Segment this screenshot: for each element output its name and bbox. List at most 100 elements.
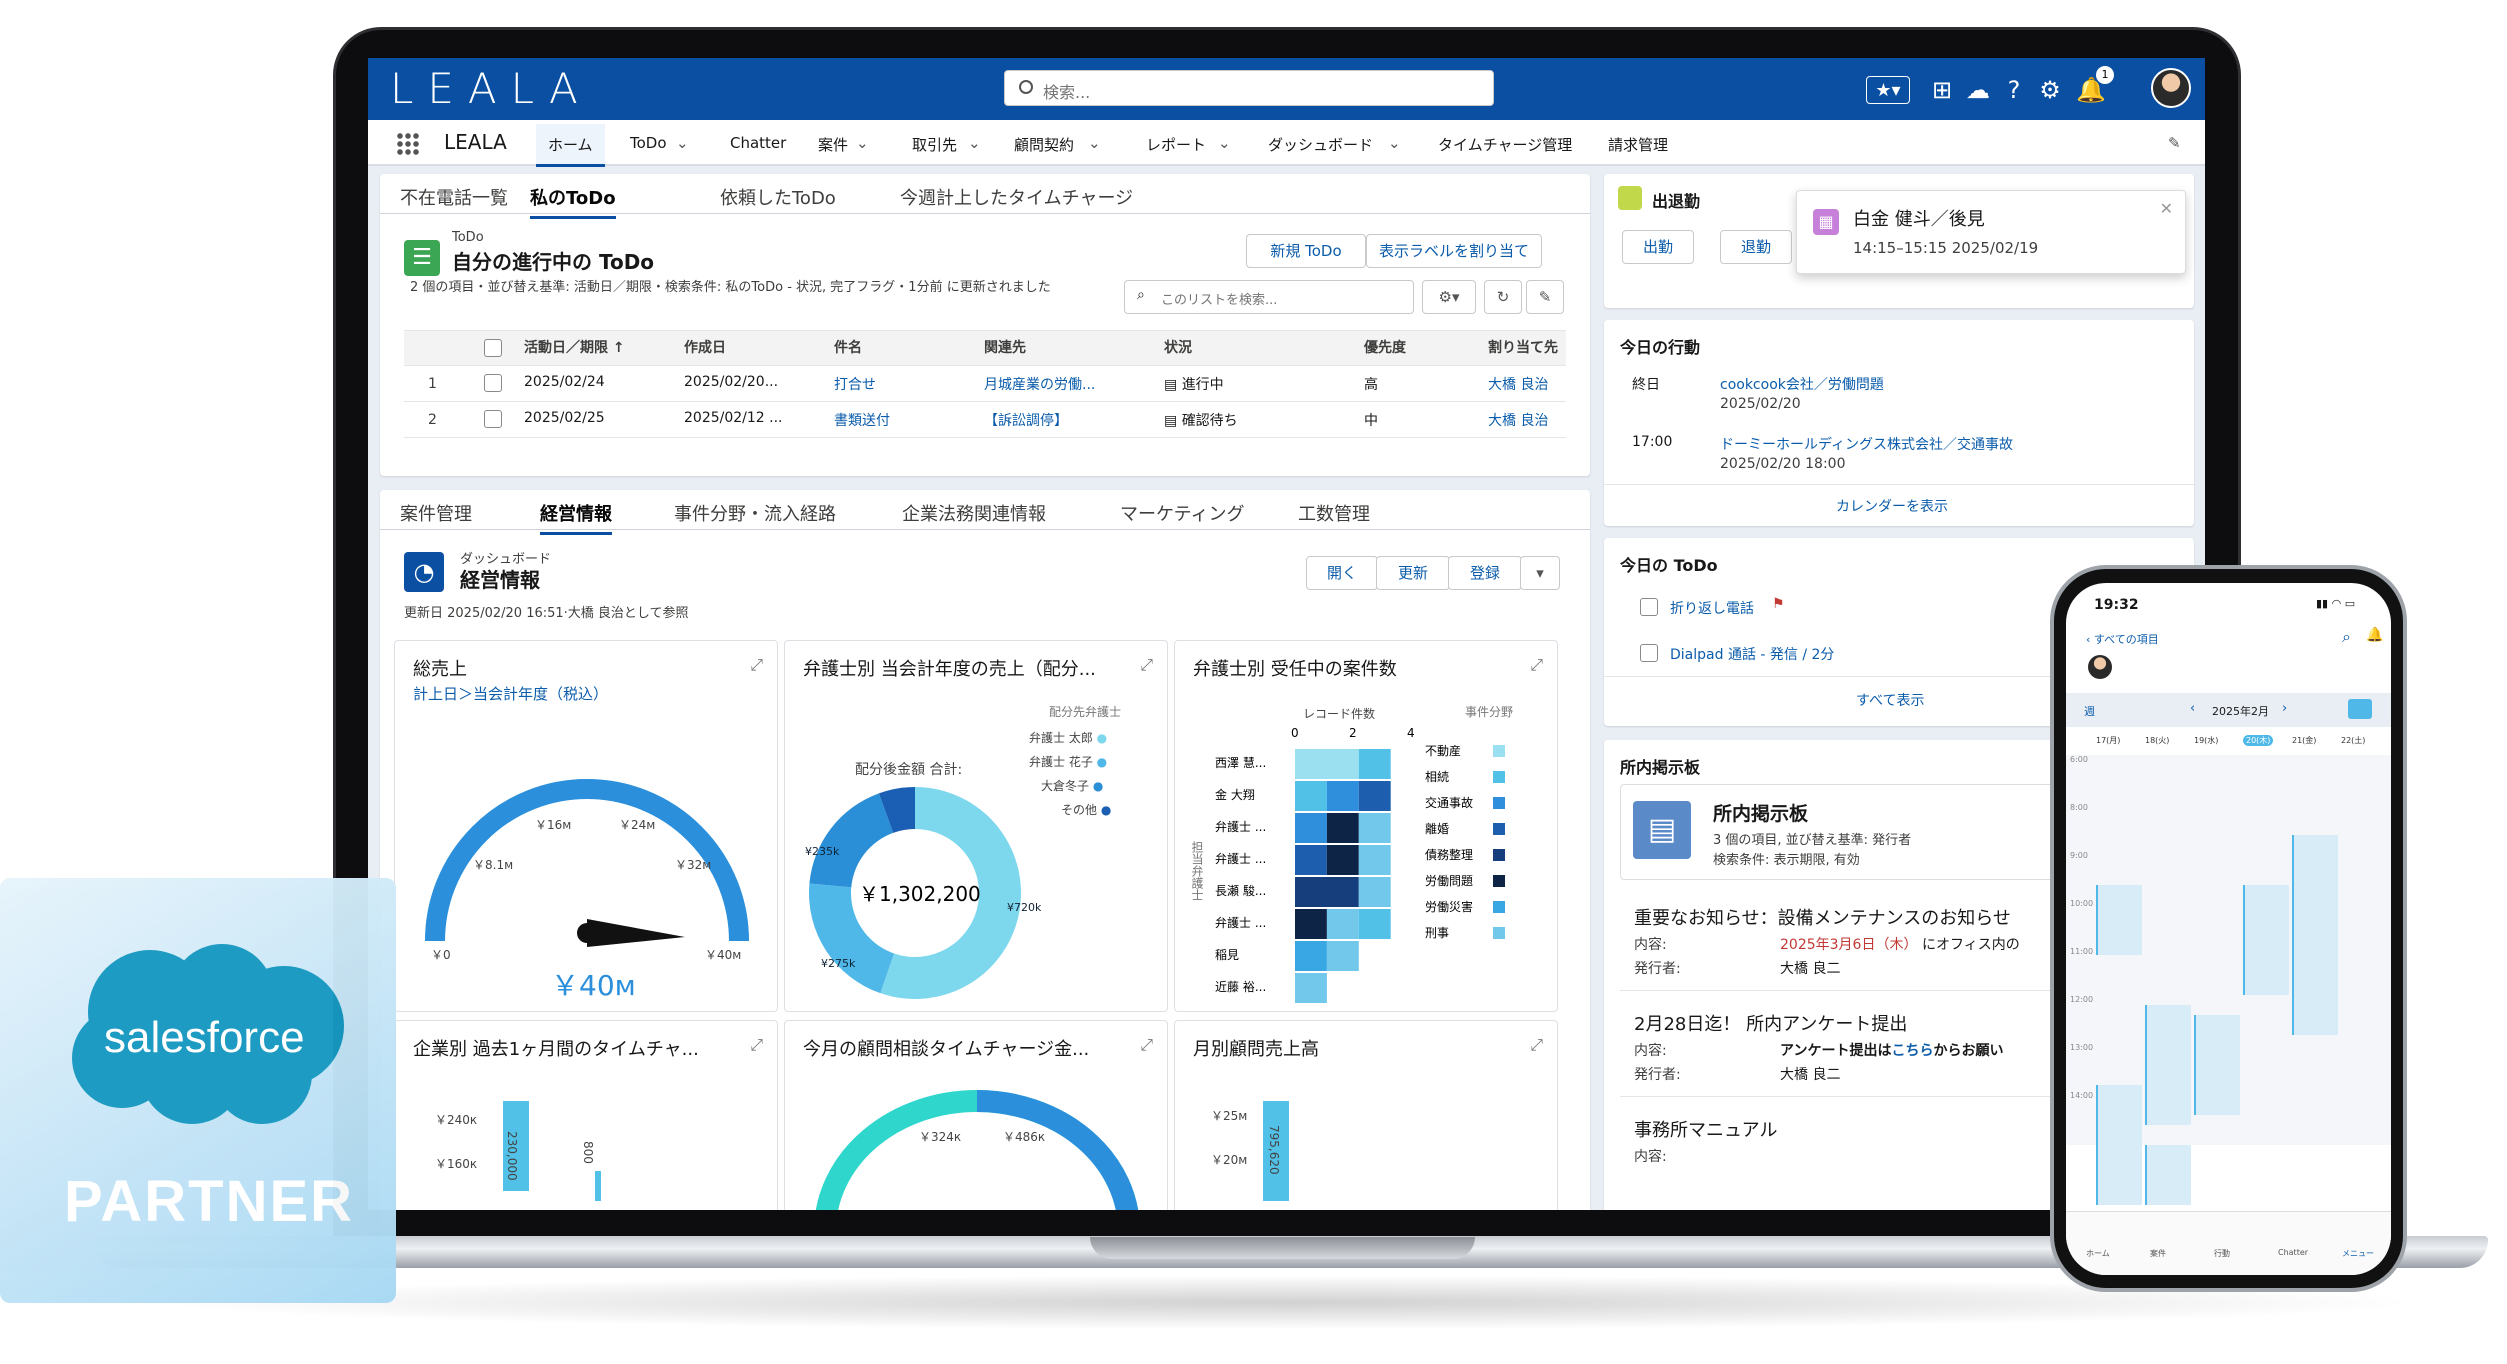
user-avatar[interactable] <box>2151 68 2191 108</box>
edit-nav-pencil-icon[interactable]: ✎ <box>2168 134 2181 152</box>
tab-my-todo[interactable]: 私のToDo <box>530 184 616 219</box>
col-related[interactable]: 関連先 <box>984 340 1026 356</box>
calendar-day[interactable]: 19(水) <box>2194 736 2219 745</box>
post-title[interactable]: 重要なお知らせ：設備メンテナンスのお知らせ <box>1634 908 2011 929</box>
tab-management[interactable]: 経営情報 <box>540 500 612 535</box>
search-icon[interactable]: ⌕ <box>2342 627 2351 646</box>
list-settings-gear-icon[interactable]: ⚙▾ <box>1422 280 1476 314</box>
owner-link[interactable]: 大橋 良治 <box>1488 413 1549 429</box>
calendar-day[interactable]: 20(木) <box>2243 735 2274 746</box>
prev-chevron-icon[interactable]: ‹ <box>2190 701 2196 716</box>
todo-link[interactable]: Dialpad 通話 - 発信 / 2分 <box>1670 647 1835 663</box>
tab-case-fields[interactable]: 事件分野・流入経路 <box>674 504 836 525</box>
calendar-event[interactable] <box>2292 835 2338 1035</box>
calendar-filter-icon[interactable] <box>2348 699 2372 719</box>
show-calendar-link[interactable]: カレンダーを表示 <box>1836 499 1948 515</box>
col-priority[interactable]: 優先度 <box>1364 340 1406 356</box>
add-icon[interactable]: ⊞ <box>1931 76 1953 104</box>
back-link[interactable]: ‹ すべての項目 <box>2086 633 2159 646</box>
nav-billing[interactable]: 請求管理 <box>1608 136 1669 154</box>
nav-chatter[interactable]: Chatter <box>730 134 787 152</box>
refresh-icon[interactable]: ↻ <box>1484 280 1522 314</box>
nav-home[interactable]: ホーム <box>536 124 605 167</box>
tab-corporate-law[interactable]: 企業法務関連情報 <box>902 504 1046 525</box>
nav-reports[interactable]: レポート <box>1146 136 1207 154</box>
expand-icon[interactable]: ⤢ <box>1140 1035 1153 1054</box>
row-checkbox[interactable] <box>484 410 502 428</box>
edit-pencil-icon[interactable]: ✎ <box>1526 280 1564 314</box>
user-avatar[interactable] <box>2088 655 2112 679</box>
app-launcher-icon[interactable] <box>396 132 420 156</box>
expand-icon[interactable]: ⤢ <box>1140 655 1153 674</box>
setup-gear-icon[interactable]: ⚙ <box>2039 76 2061 104</box>
nav-retainer[interactable]: 顧問契約 <box>1014 136 1075 154</box>
nav-accounts[interactable]: 取引先 <box>912 136 958 154</box>
clock-in-button[interactable]: 出勤 <box>1622 230 1694 264</box>
tab-weekly-timecharge[interactable]: 今週計上したタイムチャージ <box>900 188 1134 209</box>
close-icon[interactable]: ✕ <box>2159 199 2173 218</box>
select-all-checkbox[interactable] <box>484 339 502 357</box>
calendar-day[interactable]: 22(土) <box>2341 736 2366 745</box>
subscribe-button[interactable]: 登録 <box>1448 556 1522 590</box>
tab-matters[interactable]: 案件管理 <box>400 504 472 525</box>
more-chevron-down-icon[interactable]: ▾ <box>1520 556 1560 590</box>
todo-link[interactable]: 折り返し電話 <box>1670 601 1754 617</box>
nav-matters[interactable]: 案件 <box>818 136 849 154</box>
event-link[interactable]: ドーミーホールディングス株式会社／交通事故 <box>1720 437 2014 453</box>
tab-marketing[interactable]: マーケティング <box>1120 504 1245 525</box>
owner-link[interactable]: 大橋 良治 <box>1488 377 1549 393</box>
col-status[interactable]: 状況 <box>1164 340 1192 356</box>
post-title[interactable]: 事務所マニュアル <box>1634 1120 1778 1141</box>
view-week-toggle[interactable]: 週 <box>2084 705 2095 718</box>
col-created[interactable]: 作成日 <box>684 340 726 356</box>
calendar-event[interactable] <box>2096 1085 2142 1205</box>
refresh-button[interactable]: 更新 <box>1376 556 1450 590</box>
clock-out-button[interactable]: 退勤 <box>1720 230 1792 264</box>
expand-icon[interactable]: ⤢ <box>750 1035 763 1054</box>
col-owner[interactable]: 割り当て先 <box>1488 340 1558 356</box>
tab-requested-todo[interactable]: 依頼したToDo <box>720 188 836 209</box>
help-icon[interactable]: ? <box>2007 76 2021 104</box>
expand-icon[interactable]: ⤢ <box>1530 655 1543 674</box>
list-search-input[interactable]: このリストを検索... ⌕ <box>1124 280 1414 314</box>
nav-dashboards[interactable]: ダッシュボード <box>1268 136 1374 154</box>
related-link[interactable]: 【訴訟調停】 <box>984 413 1068 429</box>
nav-timecharge[interactable]: タイムチャージ管理 <box>1438 136 1573 154</box>
event-link[interactable]: cookcook会社／労働問題 <box>1720 377 1884 393</box>
subject-link[interactable]: 書類送付 <box>834 413 890 429</box>
todo-checkbox[interactable] <box>1640 644 1658 662</box>
new-todo-button[interactable]: 新規 ToDo <box>1246 234 1366 268</box>
calendar-event[interactable] <box>2145 1145 2191 1205</box>
trailhead-icon[interactable]: ☁ <box>1966 76 1990 104</box>
survey-link[interactable]: こちら <box>1891 1043 1934 1059</box>
calendar-event[interactable] <box>2194 1015 2240 1115</box>
todo-checkbox[interactable] <box>1640 598 1658 616</box>
calendar-event[interactable] <box>2145 1005 2191 1125</box>
expand-icon[interactable]: ⤢ <box>1530 1035 1543 1054</box>
tab-workload[interactable]: 工数管理 <box>1298 504 1370 525</box>
event-toast[interactable]: ▦ 白金 健斗／後見 14:15–15:15 2025/02/19 ✕ <box>1796 190 2186 274</box>
related-link[interactable]: 月城産業の労働... <box>984 377 1096 393</box>
assign-label-button[interactable]: 表示ラベルを割り当て <box>1366 234 1542 268</box>
bottom-nav-item[interactable]: Chatter <box>2278 1248 2309 1257</box>
next-chevron-icon[interactable]: › <box>2282 701 2288 716</box>
bottom-nav-item[interactable]: メニュー <box>2342 1249 2374 1258</box>
nav-todo[interactable]: ToDo <box>630 134 667 152</box>
bottom-nav-item[interactable]: 案件 <box>2150 1249 2166 1258</box>
col-due[interactable]: 活動日／期限 ↑ <box>524 340 625 356</box>
expand-icon[interactable]: ⤢ <box>750 655 763 674</box>
row-checkbox[interactable] <box>484 374 502 392</box>
calendar-event[interactable] <box>2243 885 2289 995</box>
global-search-input[interactable]: 検索... <box>1004 70 1494 106</box>
calendar-day[interactable]: 17(月) <box>2096 736 2121 745</box>
bell-icon[interactable]: 🔔 <box>2366 627 2384 643</box>
col-subject[interactable]: 件名 <box>834 340 862 356</box>
bottom-nav-item[interactable]: 行動 <box>2214 1249 2230 1258</box>
post-title[interactable]: 2月28日迄！ 所内アンケート提出 <box>1634 1014 1908 1035</box>
calendar-event[interactable] <box>2096 885 2142 955</box>
calendar-day[interactable]: 21(金) <box>2292 736 2317 745</box>
bottom-nav-item[interactable]: ホーム <box>2086 1249 2110 1258</box>
show-all-link[interactable]: すべて表示 <box>1856 693 1925 709</box>
subject-link[interactable]: 打合せ <box>834 377 876 393</box>
tab-missed-calls[interactable]: 不在電話一覧 <box>400 188 508 209</box>
